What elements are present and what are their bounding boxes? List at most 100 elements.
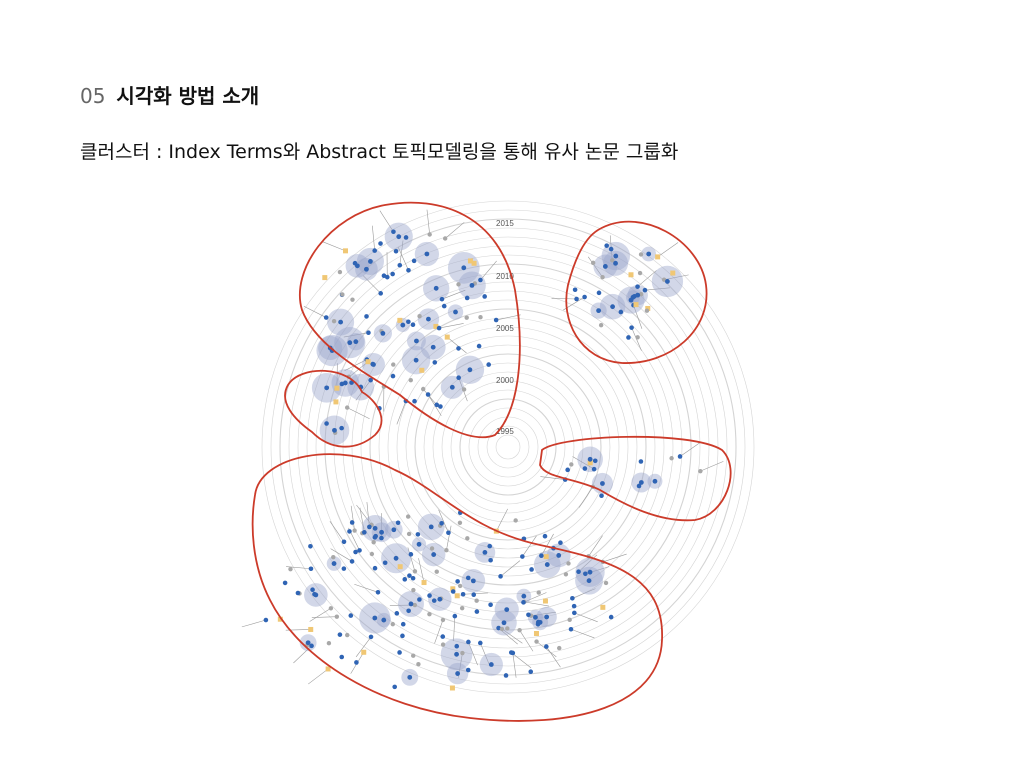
grey-dot	[638, 252, 644, 257]
connector-line	[523, 592, 547, 603]
paper-dot	[397, 650, 402, 655]
grey-dot	[406, 531, 412, 537]
connector-line	[541, 533, 554, 556]
paper-dot	[337, 632, 343, 637]
grey-dot	[352, 528, 357, 533]
paper-dot	[533, 614, 538, 620]
year-ring	[306, 245, 710, 649]
paper-dot	[642, 287, 648, 293]
paper-dot	[452, 613, 458, 619]
year-ring	[288, 227, 728, 667]
yellow-square	[542, 598, 548, 604]
grey-dot	[390, 621, 395, 627]
paper-dot	[381, 273, 387, 279]
grey-dot	[474, 598, 479, 603]
yellow-square	[628, 272, 634, 278]
paper-dot	[574, 296, 579, 302]
paper-dot	[414, 338, 419, 344]
connector-line	[303, 305, 327, 318]
paper-dot	[572, 287, 578, 293]
yellow-square	[670, 270, 676, 276]
paper-dot	[391, 229, 396, 235]
yellow-square	[633, 302, 639, 308]
paper-dot	[488, 602, 493, 608]
paper-dot	[456, 346, 461, 351]
yellow-square	[533, 630, 539, 636]
paper-dot	[629, 325, 634, 330]
paper-dot	[638, 480, 644, 485]
grey-dot	[460, 650, 465, 656]
connector-line	[322, 241, 346, 252]
grey-dot	[600, 275, 605, 280]
connector-line	[480, 260, 497, 281]
connector-line	[453, 616, 456, 642]
paper-dot	[402, 577, 408, 582]
yellow-square	[600, 604, 606, 610]
paper-dot	[348, 613, 354, 618]
section-title: 시각화 방법 소개	[116, 84, 260, 108]
grey-dot	[405, 514, 411, 519]
yellow-square	[365, 359, 371, 365]
paper-dot	[396, 234, 402, 240]
paper-dot	[596, 290, 602, 296]
grey-dot	[536, 590, 541, 595]
connector-line	[241, 619, 266, 628]
year-label: 1995	[496, 427, 514, 436]
paper-dot	[508, 650, 514, 655]
year-label: 2010	[496, 272, 514, 281]
paper-dot	[498, 574, 503, 579]
connector-line	[379, 210, 394, 232]
yellow-square	[325, 666, 331, 672]
paper-dot	[282, 580, 288, 586]
grey-dot	[534, 639, 539, 644]
year-label: 2000	[496, 376, 514, 385]
paper-dot	[544, 562, 550, 567]
year-ring	[459, 398, 557, 496]
paper-dot	[537, 619, 543, 625]
paper-dot	[630, 294, 636, 300]
connector-line	[546, 646, 561, 668]
connector-line	[372, 225, 375, 251]
connector-line	[399, 240, 404, 266]
paper-dot	[323, 315, 329, 320]
year-ring	[270, 209, 746, 685]
paper-dot	[446, 530, 451, 536]
paper-dot	[635, 284, 640, 289]
paper-dot	[565, 467, 570, 473]
connector-line	[540, 476, 566, 480]
connector-line	[633, 305, 643, 329]
paper-dot	[476, 343, 482, 349]
paper-dot	[310, 587, 315, 593]
paper-dot	[380, 330, 386, 336]
paper-dot	[521, 600, 526, 605]
paper-dot	[368, 259, 373, 264]
connector-line	[396, 400, 407, 425]
paper-dot	[357, 548, 362, 553]
cluster-top-right-outline	[565, 220, 708, 364]
paper-dot	[613, 253, 619, 259]
connector-line	[519, 629, 534, 652]
paper-dot	[427, 593, 432, 598]
paper-dot	[461, 265, 467, 271]
paper-dot	[460, 591, 466, 597]
paper-dot	[487, 543, 493, 549]
paper-dot	[372, 615, 378, 621]
paper-dot	[582, 466, 588, 471]
paper-dot	[526, 612, 531, 618]
paper-dot	[410, 322, 416, 328]
connector-line	[439, 323, 464, 329]
paper-dot	[482, 294, 487, 299]
paper-dot	[331, 561, 337, 566]
paper-dot	[431, 598, 437, 603]
connector-line	[572, 588, 596, 599]
yellow-square	[308, 626, 314, 632]
paper-dot	[439, 296, 445, 302]
connector-line	[496, 314, 521, 321]
paper-dot	[364, 266, 369, 272]
paper-dot	[493, 317, 499, 323]
paper-dot	[544, 614, 550, 620]
grey-dot	[505, 626, 510, 631]
year-ring	[315, 254, 701, 640]
paper-dot	[407, 674, 413, 680]
